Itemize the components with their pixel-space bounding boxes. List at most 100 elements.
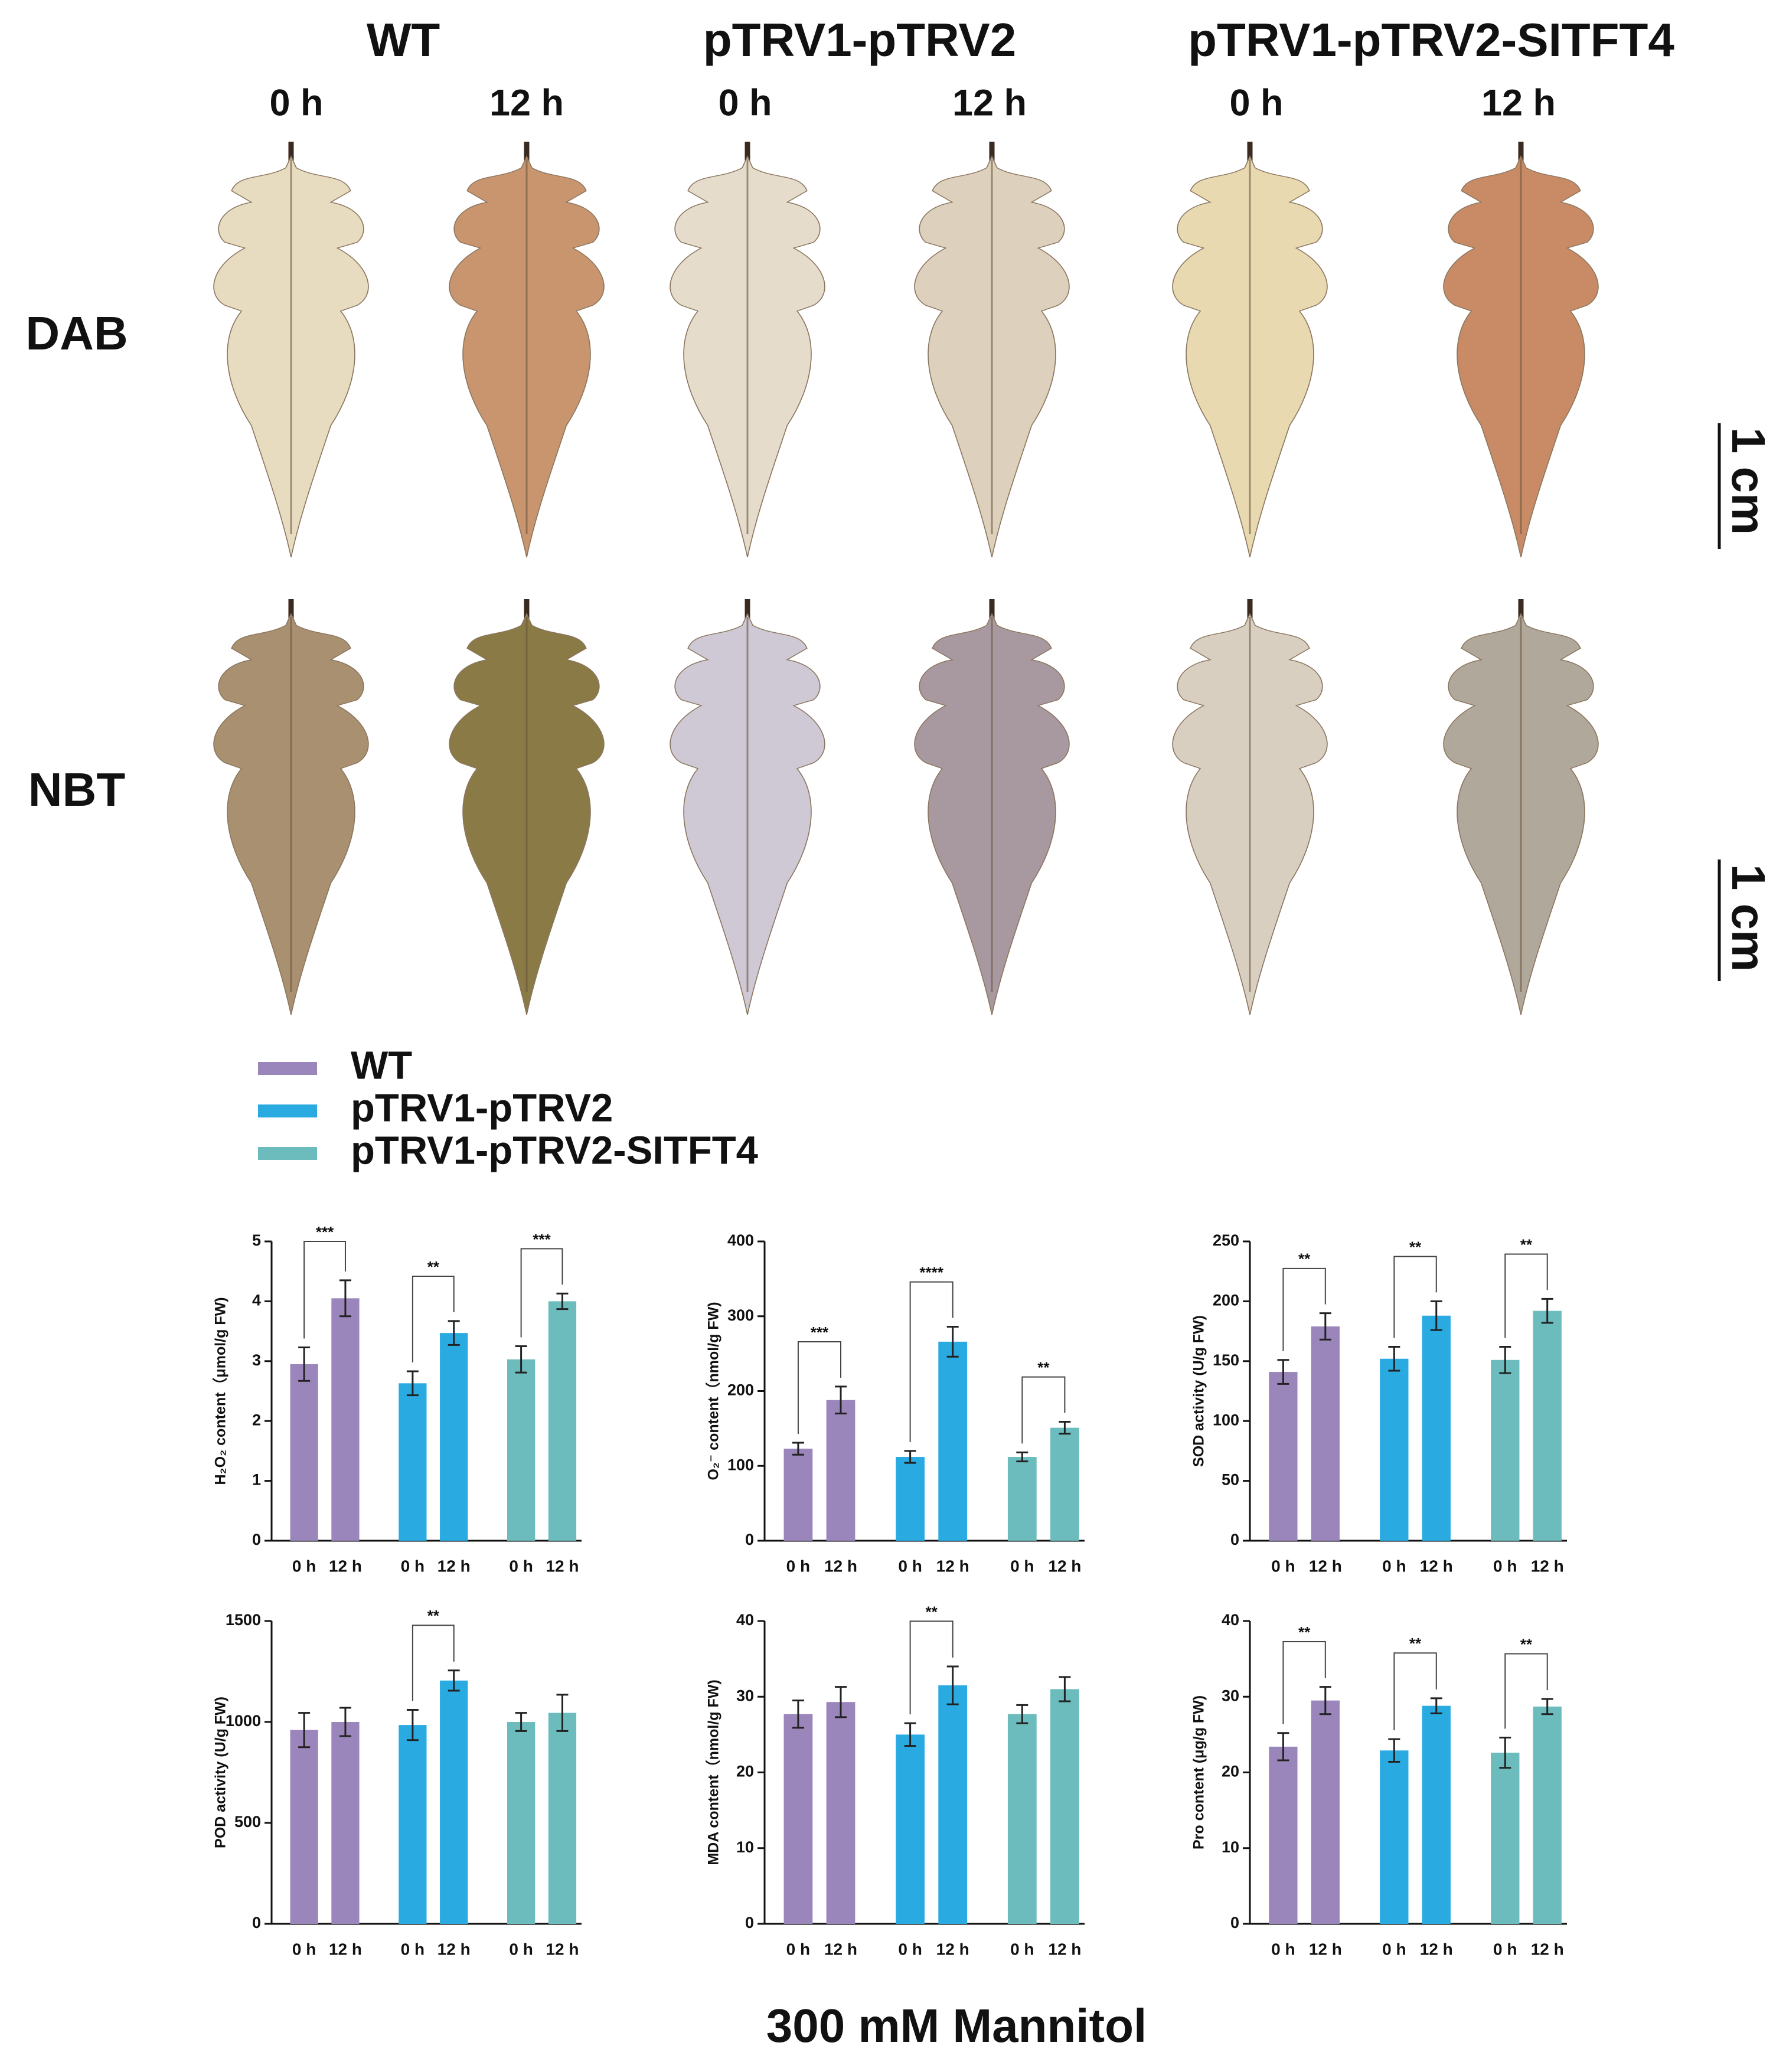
y-tick-label: 0 xyxy=(252,1531,261,1548)
bar xyxy=(783,1449,813,1541)
significance-bracket xyxy=(1393,1652,1437,1731)
scale-label: 1 cm xyxy=(1722,864,1775,972)
x-tick-label: 12 h xyxy=(1420,1557,1453,1575)
significance-label: ** xyxy=(1409,1635,1422,1652)
error-bar xyxy=(835,1686,847,1718)
group-title: pTRV1-pTRV2 xyxy=(703,14,1016,66)
y-tick-label: 10 xyxy=(1222,1838,1239,1856)
y-tick-label: 4 xyxy=(252,1292,261,1309)
bar xyxy=(783,1714,813,1924)
group-title: WT xyxy=(367,14,440,66)
time-label: 12 h xyxy=(1481,83,1556,124)
y-tick-label: 10 xyxy=(736,1838,754,1856)
y-tick-label: 100 xyxy=(1213,1411,1239,1429)
error-bar xyxy=(904,1450,916,1464)
y-tick-label: 50 xyxy=(1222,1471,1239,1489)
y-tick-label: 20 xyxy=(1222,1763,1239,1780)
significance-label: *** xyxy=(316,1223,334,1241)
error-bar xyxy=(1430,1300,1442,1331)
x-tick-label: 12 h xyxy=(824,1557,857,1575)
y-tick-label: 150 xyxy=(1213,1351,1239,1369)
error-bar xyxy=(792,1442,804,1456)
x-tick-label: 12 h xyxy=(1420,1940,1453,1958)
significance-label: ** xyxy=(1409,1238,1422,1256)
bar xyxy=(896,1734,925,1924)
x-tick-label: 0 h xyxy=(1010,1940,1034,1958)
error-bar xyxy=(1388,1738,1400,1763)
error-bar xyxy=(835,1385,847,1415)
x-tick-label: 0 h xyxy=(1493,1940,1517,1958)
bar xyxy=(331,1722,360,1924)
significance-label: *** xyxy=(811,1323,829,1341)
legend-swatch xyxy=(258,1147,317,1160)
error-bar xyxy=(1319,1312,1331,1341)
legend-swatch xyxy=(258,1104,317,1117)
error-bar xyxy=(792,1700,804,1729)
significance-bracket xyxy=(1282,1267,1326,1351)
bar xyxy=(1311,1700,1340,1924)
error-bar xyxy=(1388,1345,1400,1372)
x-tick-label: 12 h xyxy=(1309,1940,1342,1958)
error-bar xyxy=(1499,1737,1511,1769)
y-tick-label: 250 xyxy=(1213,1231,1239,1249)
bar xyxy=(1007,1457,1037,1541)
error-bar xyxy=(1499,1345,1511,1374)
x-tick-label: 0 h xyxy=(786,1557,810,1575)
y-axis-label: O₂⁻ content（nmol/g FW) xyxy=(705,1302,722,1480)
y-axis-label: H₂O₂ content（μmol/g FW) xyxy=(212,1297,229,1485)
time-label: 0 h xyxy=(718,83,772,124)
bar xyxy=(1050,1689,1079,1924)
bar xyxy=(440,1680,468,1924)
legend-label: WT xyxy=(351,1044,412,1088)
bar xyxy=(290,1730,318,1924)
x-tick-label: 12 h xyxy=(546,1940,579,1958)
x-tick-label: 12 h xyxy=(1531,1557,1564,1575)
y-tick-label: 100 xyxy=(727,1456,754,1473)
bar xyxy=(1050,1427,1079,1541)
y-tick-label: 0 xyxy=(1230,1531,1239,1548)
significance-bracket xyxy=(909,1620,954,1715)
y-tick-label: 40 xyxy=(1222,1611,1239,1629)
time-label: 12 h xyxy=(952,83,1027,124)
error-bar xyxy=(406,1370,419,1397)
bar xyxy=(507,1359,536,1541)
significance-label: ** xyxy=(427,1607,440,1625)
significance-label: ** xyxy=(1520,1236,1533,1253)
error-bar xyxy=(1541,1298,1553,1324)
bar xyxy=(331,1298,360,1541)
y-tick-label: 3 xyxy=(252,1351,261,1369)
x-tick-label: 0 h xyxy=(1493,1557,1517,1575)
footer: 300 mM Mannitol xyxy=(766,1999,1147,2052)
error-bar xyxy=(1277,1732,1289,1761)
x-tick-label: 0 h xyxy=(1382,1940,1406,1958)
significance-bracket xyxy=(1282,1641,1326,1724)
x-tick-label: 12 h xyxy=(824,1940,857,1958)
y-tick-label: 500 xyxy=(234,1813,261,1831)
bar xyxy=(399,1725,427,1924)
x-tick-label: 0 h xyxy=(1271,1940,1295,1958)
x-tick-label: 12 h xyxy=(1048,1940,1081,1958)
x-tick-label: 12 h xyxy=(546,1557,579,1575)
error-bar xyxy=(1016,1704,1028,1724)
error-bar xyxy=(1430,1697,1442,1714)
error-bar xyxy=(448,1669,460,1692)
time-label: 0 h xyxy=(1229,83,1283,124)
y-tick-label: 400 xyxy=(727,1231,754,1249)
significance-label: ** xyxy=(1298,1623,1311,1641)
x-tick-label: 0 h xyxy=(898,1940,922,1958)
group-title: pTRV1-pTRV2-SITFT4 xyxy=(1188,14,1674,66)
bar xyxy=(1491,1753,1520,1924)
y-tick-label: 1000 xyxy=(226,1712,261,1730)
y-axis-label: SOD activity (U/g FW) xyxy=(1191,1315,1207,1467)
x-tick-label: 12 h xyxy=(936,1557,969,1575)
y-tick-label: 0 xyxy=(745,1914,754,1932)
bar xyxy=(1311,1326,1340,1541)
bar xyxy=(1269,1746,1298,1924)
bar xyxy=(1269,1372,1298,1541)
bar xyxy=(1422,1315,1451,1541)
x-tick-label: 12 h xyxy=(437,1557,471,1575)
y-tick-label: 200 xyxy=(727,1381,754,1399)
bar xyxy=(548,1301,577,1541)
significance-label: ** xyxy=(1037,1359,1050,1377)
error-bar xyxy=(298,1346,311,1382)
